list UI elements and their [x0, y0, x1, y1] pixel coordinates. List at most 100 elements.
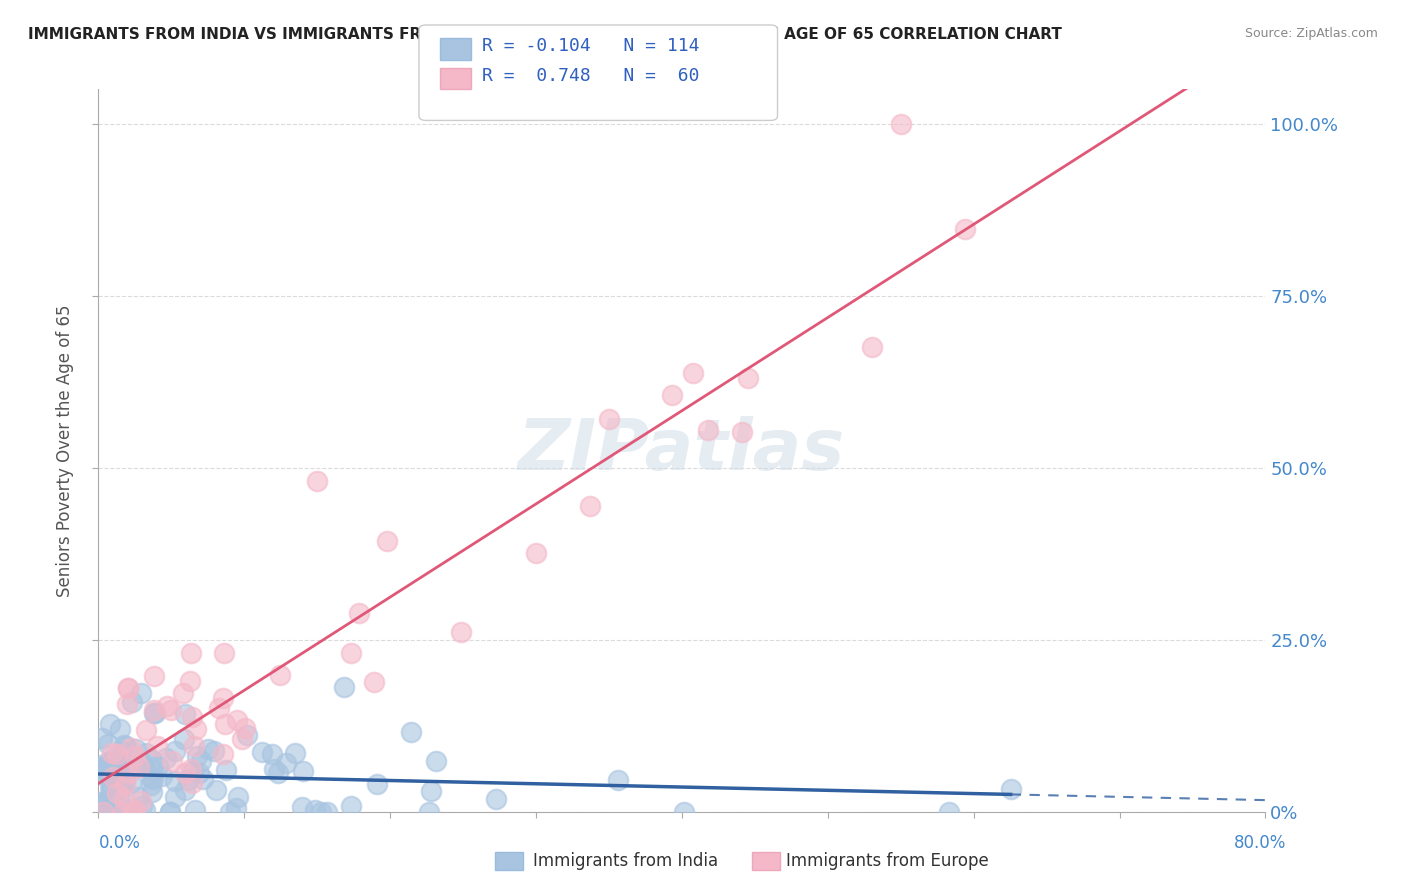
- Point: [105, 787, 128, 801]
- Point: [236, 727, 259, 741]
- Point: [250, 745, 273, 759]
- Point: [425, 754, 447, 768]
- Point: [122, 805, 145, 819]
- Point: [190, 754, 212, 768]
- Point: [672, 805, 695, 819]
- Point: [114, 773, 136, 788]
- Point: [163, 774, 186, 789]
- Point: [112, 792, 135, 806]
- Point: [110, 744, 132, 758]
- Point: [1000, 781, 1022, 796]
- Point: [218, 805, 240, 819]
- Point: [291, 764, 314, 779]
- Point: [114, 777, 136, 791]
- Point: [269, 668, 291, 682]
- Point: [165, 789, 187, 804]
- Point: [291, 800, 314, 814]
- Point: [142, 669, 165, 683]
- Point: [108, 801, 131, 815]
- Point: [104, 805, 127, 819]
- Point: [91, 798, 114, 813]
- Point: [121, 757, 143, 772]
- Point: [101, 770, 124, 784]
- Point: [661, 388, 683, 402]
- Point: [225, 801, 247, 815]
- Point: [108, 723, 131, 737]
- Point: [366, 777, 388, 791]
- Point: [91, 805, 114, 819]
- Point: [135, 747, 157, 761]
- Point: [90, 761, 112, 775]
- Point: [98, 805, 121, 819]
- Point: [163, 744, 186, 758]
- Point: [127, 790, 149, 805]
- Point: [955, 222, 977, 236]
- Point: [100, 768, 122, 782]
- Point: [146, 759, 169, 773]
- Point: [120, 741, 142, 756]
- Point: [211, 747, 233, 761]
- Text: 0.0%: 0.0%: [98, 834, 141, 852]
- Point: [191, 772, 214, 786]
- Point: [363, 674, 385, 689]
- Point: [134, 803, 156, 817]
- Point: [267, 765, 290, 780]
- Point: [212, 646, 235, 660]
- Text: ZIPatlas: ZIPatlas: [519, 416, 845, 485]
- Point: [112, 738, 135, 752]
- Point: [890, 117, 912, 131]
- Point: [682, 366, 704, 380]
- Point: [180, 762, 202, 776]
- Text: Source: ZipAtlas.com: Source: ZipAtlas.com: [1244, 27, 1378, 40]
- Point: [333, 681, 356, 695]
- Point: [228, 789, 250, 804]
- Text: R =  0.748   N =  60: R = 0.748 N = 60: [482, 67, 700, 85]
- Point: [100, 764, 122, 779]
- Point: [579, 499, 602, 513]
- Point: [145, 706, 167, 720]
- Point: [187, 765, 209, 780]
- Point: [173, 731, 195, 746]
- Point: [107, 762, 129, 776]
- Point: [184, 723, 207, 737]
- Point: [347, 607, 370, 621]
- Point: [110, 805, 132, 819]
- Point: [180, 646, 202, 660]
- Point: [93, 805, 115, 819]
- Point: [156, 699, 179, 714]
- Point: [129, 794, 152, 808]
- Point: [121, 805, 143, 819]
- Point: [284, 746, 307, 760]
- Point: [94, 805, 117, 819]
- Point: [731, 425, 754, 440]
- Point: [107, 762, 129, 776]
- Point: [131, 798, 153, 813]
- Point: [208, 701, 231, 715]
- Point: [159, 805, 181, 819]
- Point: [124, 804, 146, 818]
- Point: [418, 805, 440, 819]
- Point: [132, 759, 155, 773]
- Point: [150, 769, 173, 783]
- Point: [89, 767, 111, 781]
- Point: [91, 760, 114, 774]
- Point: [87, 805, 110, 819]
- Y-axis label: Seniors Poverty Over the Age of 65: Seniors Poverty Over the Age of 65: [56, 304, 75, 597]
- Point: [105, 747, 128, 762]
- Point: [117, 681, 139, 695]
- Point: [121, 695, 143, 709]
- Point: [174, 782, 197, 797]
- Point: [180, 710, 202, 724]
- Point: [179, 673, 201, 688]
- Point: [177, 772, 200, 787]
- Point: [101, 779, 124, 793]
- Point: [173, 707, 195, 722]
- Point: [233, 721, 256, 735]
- Point: [211, 690, 233, 705]
- Point: [97, 767, 120, 781]
- Point: [91, 797, 114, 811]
- Point: [204, 744, 226, 758]
- Point: [111, 779, 134, 793]
- Point: [98, 778, 121, 792]
- Point: [860, 340, 883, 354]
